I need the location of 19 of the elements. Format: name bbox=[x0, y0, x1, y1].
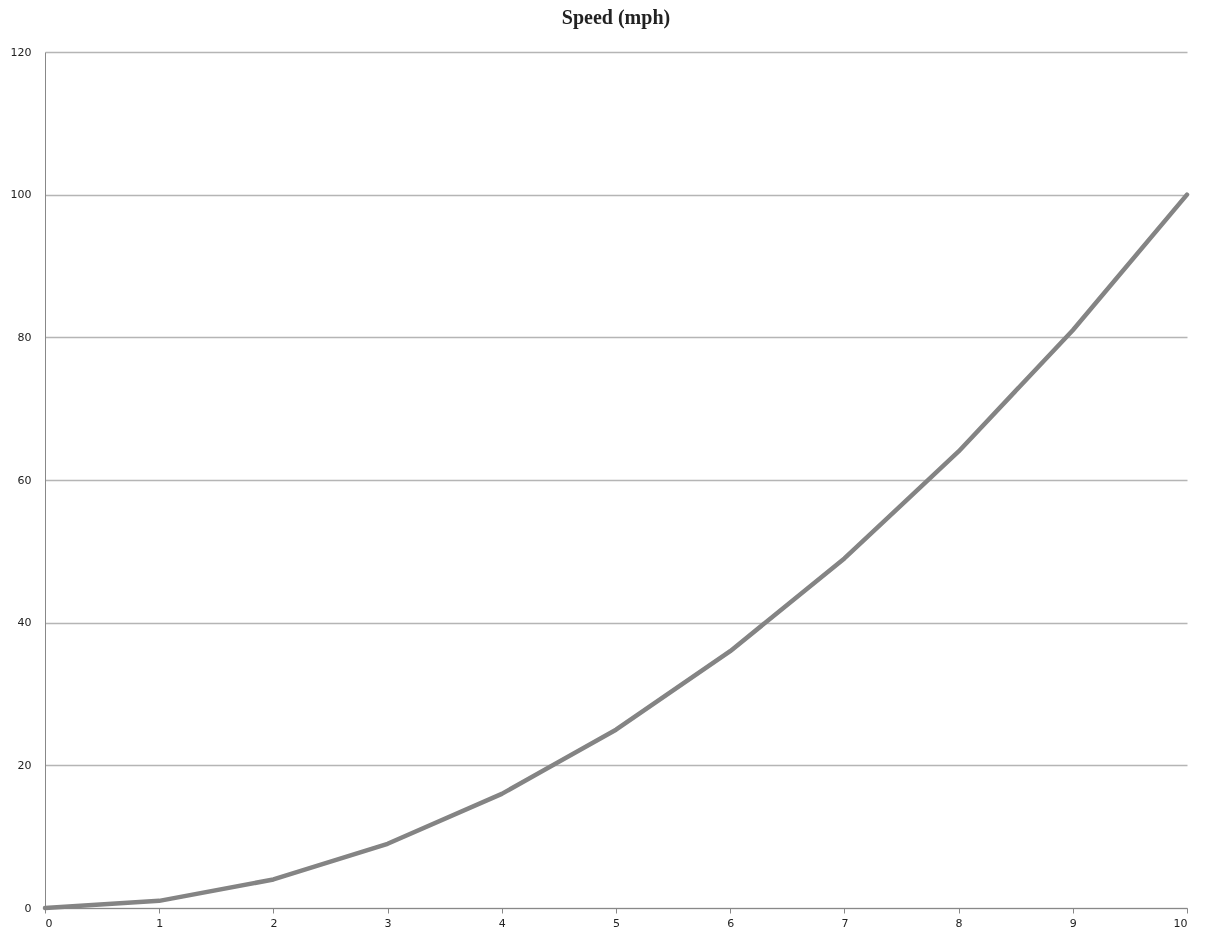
x-tick-label: 1 bbox=[156, 916, 164, 930]
y-tick-label: 120 bbox=[10, 45, 32, 59]
y-tick-label: 40 bbox=[17, 616, 32, 630]
x-tick-label: 9 bbox=[1069, 916, 1077, 930]
x-tick-label: 10 bbox=[1173, 916, 1188, 930]
x-tick-label: 0 bbox=[45, 916, 53, 930]
y-tick-label: 100 bbox=[10, 188, 32, 202]
x-tick-label: 4 bbox=[498, 916, 506, 930]
x-tick-label: 2 bbox=[270, 916, 278, 930]
x-tick-label: 6 bbox=[727, 916, 735, 930]
y-tick-label: 20 bbox=[17, 758, 32, 772]
chart-title: Speed (mph) bbox=[561, 6, 671, 29]
y-tick-label: 80 bbox=[17, 330, 32, 344]
x-tick-label: 8 bbox=[955, 916, 963, 930]
x-tick-label: 3 bbox=[384, 916, 392, 930]
y-tick-label: 0 bbox=[24, 901, 32, 915]
x-tick-label: 7 bbox=[841, 916, 849, 930]
y-tick-label: 60 bbox=[17, 473, 32, 487]
x-tick-label: 5 bbox=[613, 916, 620, 930]
